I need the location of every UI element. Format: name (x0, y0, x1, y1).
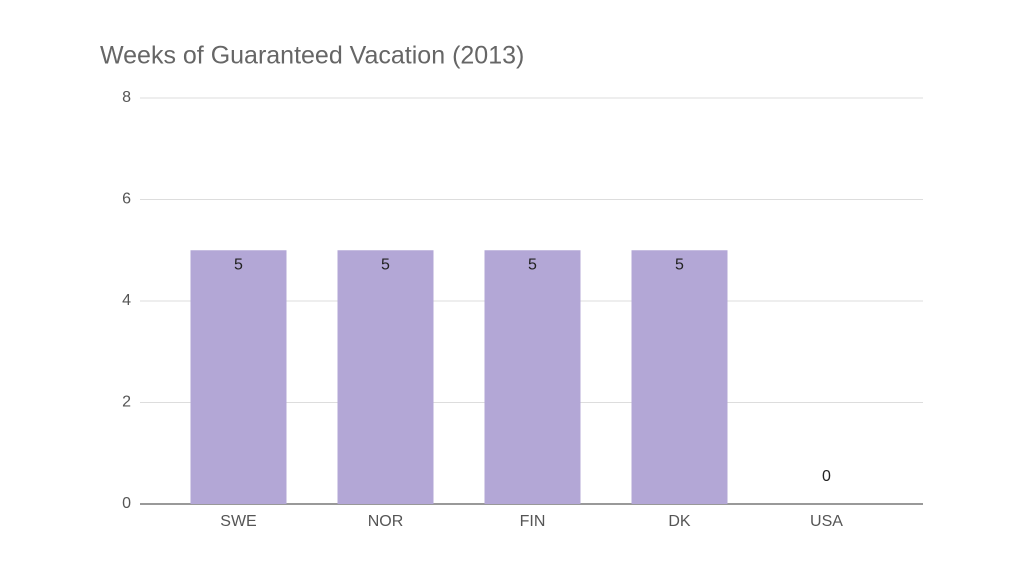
value-label: 5 (381, 256, 390, 273)
value-label: 0 (822, 468, 831, 485)
value-label: 5 (675, 256, 684, 273)
x-tick-label: SWE (220, 513, 256, 530)
bar (631, 250, 728, 504)
bar (337, 250, 434, 504)
y-tick-label: 4 (122, 292, 131, 309)
bar (190, 250, 287, 504)
chart-title: Weeks of Guaranteed Vacation (2013) (100, 42, 524, 70)
y-tick-label: 8 (122, 89, 131, 106)
y-tick-label: 2 (122, 394, 131, 411)
x-tick-label: USA (810, 513, 843, 530)
x-tick-label: DK (668, 513, 691, 530)
x-tick-label: FIN (520, 513, 546, 530)
bar (484, 250, 581, 504)
y-tick-label: 6 (122, 191, 131, 208)
y-tick-label: 0 (122, 495, 131, 512)
value-label: 5 (234, 256, 243, 273)
x-tick-label: NOR (368, 513, 404, 530)
value-label: 5 (528, 256, 537, 273)
